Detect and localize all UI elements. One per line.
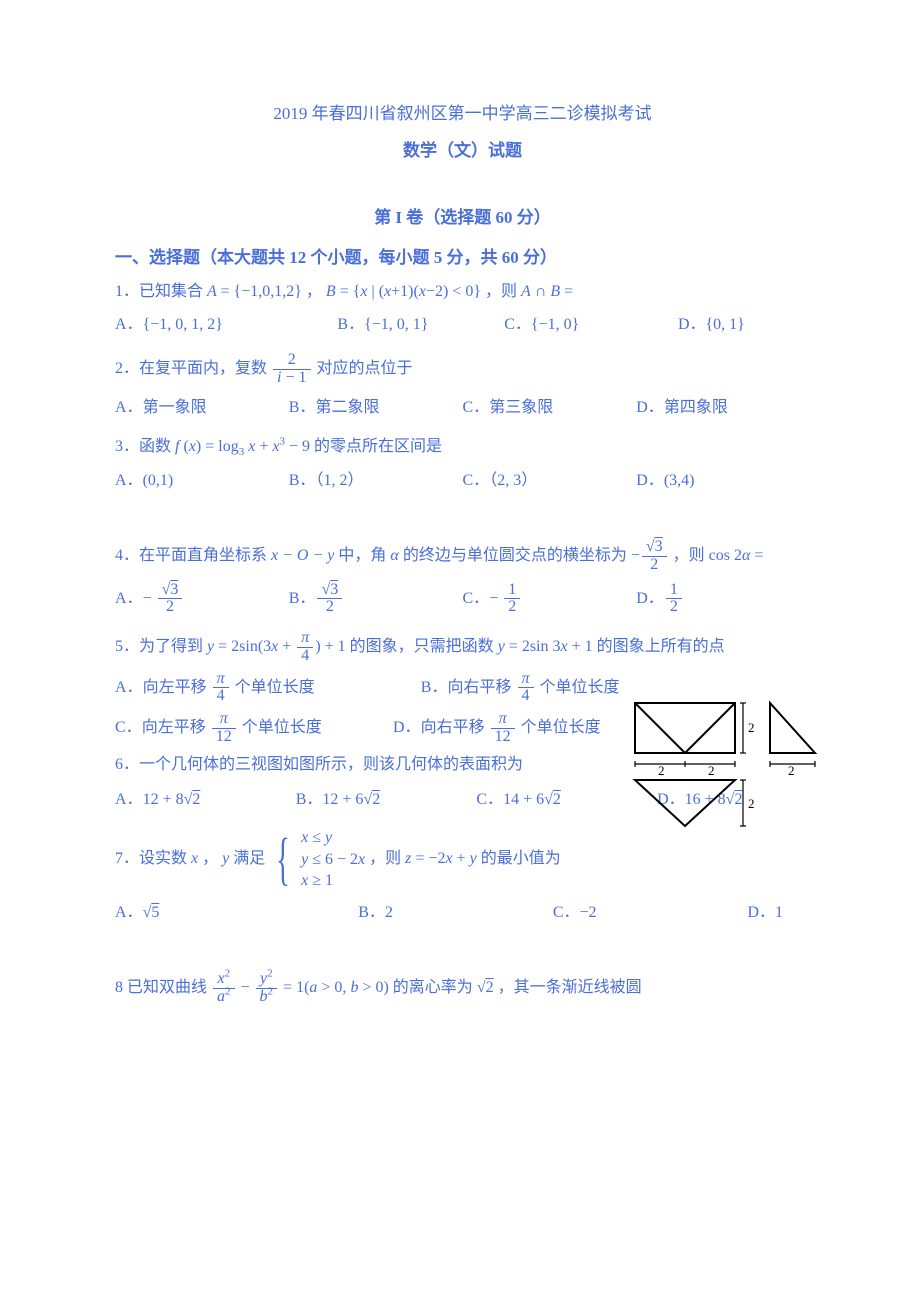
q3-opt-a: A．(0,1) (115, 468, 289, 494)
q4-opt-b: B．√32 (289, 582, 463, 617)
q7-cases: x ≤ y y ≤ 6 − 2x x ≥ 1 (301, 827, 365, 892)
svg-text:2: 2 (788, 763, 795, 778)
q3-options: A．(0,1) B．（1, 2） C．（2, 3） D．(3,4) (115, 468, 810, 494)
q1-opt-c: C．{−1, 0} (504, 312, 678, 338)
q5-opt-a: A．向左平移 π4 个单位长度 (115, 671, 421, 706)
q6-opt-a: A．12 + 8√2 (115, 787, 296, 813)
section-title: 第 I 卷（选择题 60 分） (115, 204, 810, 231)
exam-page: 2019 年春四川省叙州区第一中学高三二诊模拟考试 数学（文）试题 第 I 卷（… (0, 0, 920, 1052)
question-2: 2．在复平面内，复数 2 i − 1 对应的点位于 (115, 352, 810, 387)
exam-subtitle: 数学（文）试题 (115, 137, 810, 164)
question-6: 6．一个几何体的三视图如图所示，则该几何体的表面积为 2 2 (115, 752, 810, 778)
q7-options: A．√5 B．2 C．−2 D．1 (115, 900, 810, 926)
q2-fraction: 2 i − 1 (273, 352, 310, 387)
q2-opt-a: A．第一象限 (115, 395, 289, 421)
q1-opt-a: A．{−1, 0, 1, 2} (115, 312, 337, 338)
q2-post: 对应的点位于 (317, 360, 413, 377)
q3-opt-c: C．（2, 3） (463, 468, 637, 494)
q1-set-B: B = {x | (x+1)(x−2) < 0} (326, 283, 481, 300)
q2-opt-b: B．第二象限 (289, 395, 463, 421)
svg-text:2: 2 (708, 763, 715, 778)
q4-opt-a: A．− √32 (115, 582, 289, 617)
question-4: 4．在平面直角坐标系 x − O − y 中，角 α 的终边与单位圆交点的横坐标… (115, 539, 810, 574)
exam-title: 2019 年春四川省叙州区第一中学高三二诊模拟考试 (115, 100, 810, 127)
three-view-diagram: 2 2 2 2 (630, 698, 820, 837)
q3-opt-b: B．（1, 2） (289, 468, 463, 494)
q7-opt-a: A．√5 (115, 900, 358, 926)
q1-set-A: A = {−1,0,1,2} (207, 283, 302, 300)
svg-text:2: 2 (748, 720, 755, 735)
question-1: 1．已知集合 A = {−1,0,1,2} ， B = {x | (x+1)(x… (115, 279, 810, 305)
q1-mid: ， (306, 283, 326, 300)
svg-text:2: 2 (658, 763, 665, 778)
question-5: 5．为了得到 y = 2sin(3x + π4) + 1 的图象，只需把函数 y… (115, 630, 810, 665)
q5-opt-c: C．向左平移 π12 个单位长度 (115, 711, 393, 746)
q4-opt-d: D．12 (636, 582, 810, 617)
q4-opt-c: C．− 12 (463, 582, 637, 617)
q7-opt-d: D．1 (747, 900, 810, 926)
q1-opt-b: B．{−1, 0, 1} (337, 312, 504, 338)
q1-options: A．{−1, 0, 1, 2} B．{−1, 0, 1} C．{−1, 0} D… (115, 312, 810, 338)
q3-opt-d: D．(3,4) (636, 468, 810, 494)
q2-options: A．第一象限 B．第二象限 C．第三象限 D．第四象限 (115, 395, 810, 421)
svg-text:2: 2 (748, 796, 755, 811)
q4-frac: √32 (642, 539, 667, 574)
q1-tail: ，则 A ∩ B = (485, 283, 573, 300)
q4-options: A．− √32 B．√32 C．− 12 D．12 (115, 582, 810, 617)
q1-opt-d: D．{0, 1} (678, 312, 810, 338)
q2-opt-c: C．第三象限 (463, 395, 637, 421)
question-8: 8 已知双曲线 x2a2 − y2b2 = 1(a > 0, b > 0) 的离… (115, 971, 810, 1006)
part-heading: 一、选择题（本大题共 12 个小题，每小题 5 分，共 60 分） (115, 244, 810, 271)
q2-pre: 2．在复平面内，复数 (115, 360, 271, 377)
q2-opt-d: D．第四象限 (636, 395, 810, 421)
q6-opt-b: B．12 + 6√2 (296, 787, 477, 813)
q7-opt-c: C．−2 (553, 900, 748, 926)
question-7: 7．设实数 x ， y 满足 { x ≤ y y ≤ 6 − 2x x ≥ 1 … (115, 827, 810, 892)
q1-stem-pre: 1．已知集合 (115, 283, 207, 300)
question-3: 3．函数 f (x) = log3 x + x3 − 9 的零点所在区间是 (115, 434, 810, 460)
q7-opt-b: B．2 (358, 900, 553, 926)
